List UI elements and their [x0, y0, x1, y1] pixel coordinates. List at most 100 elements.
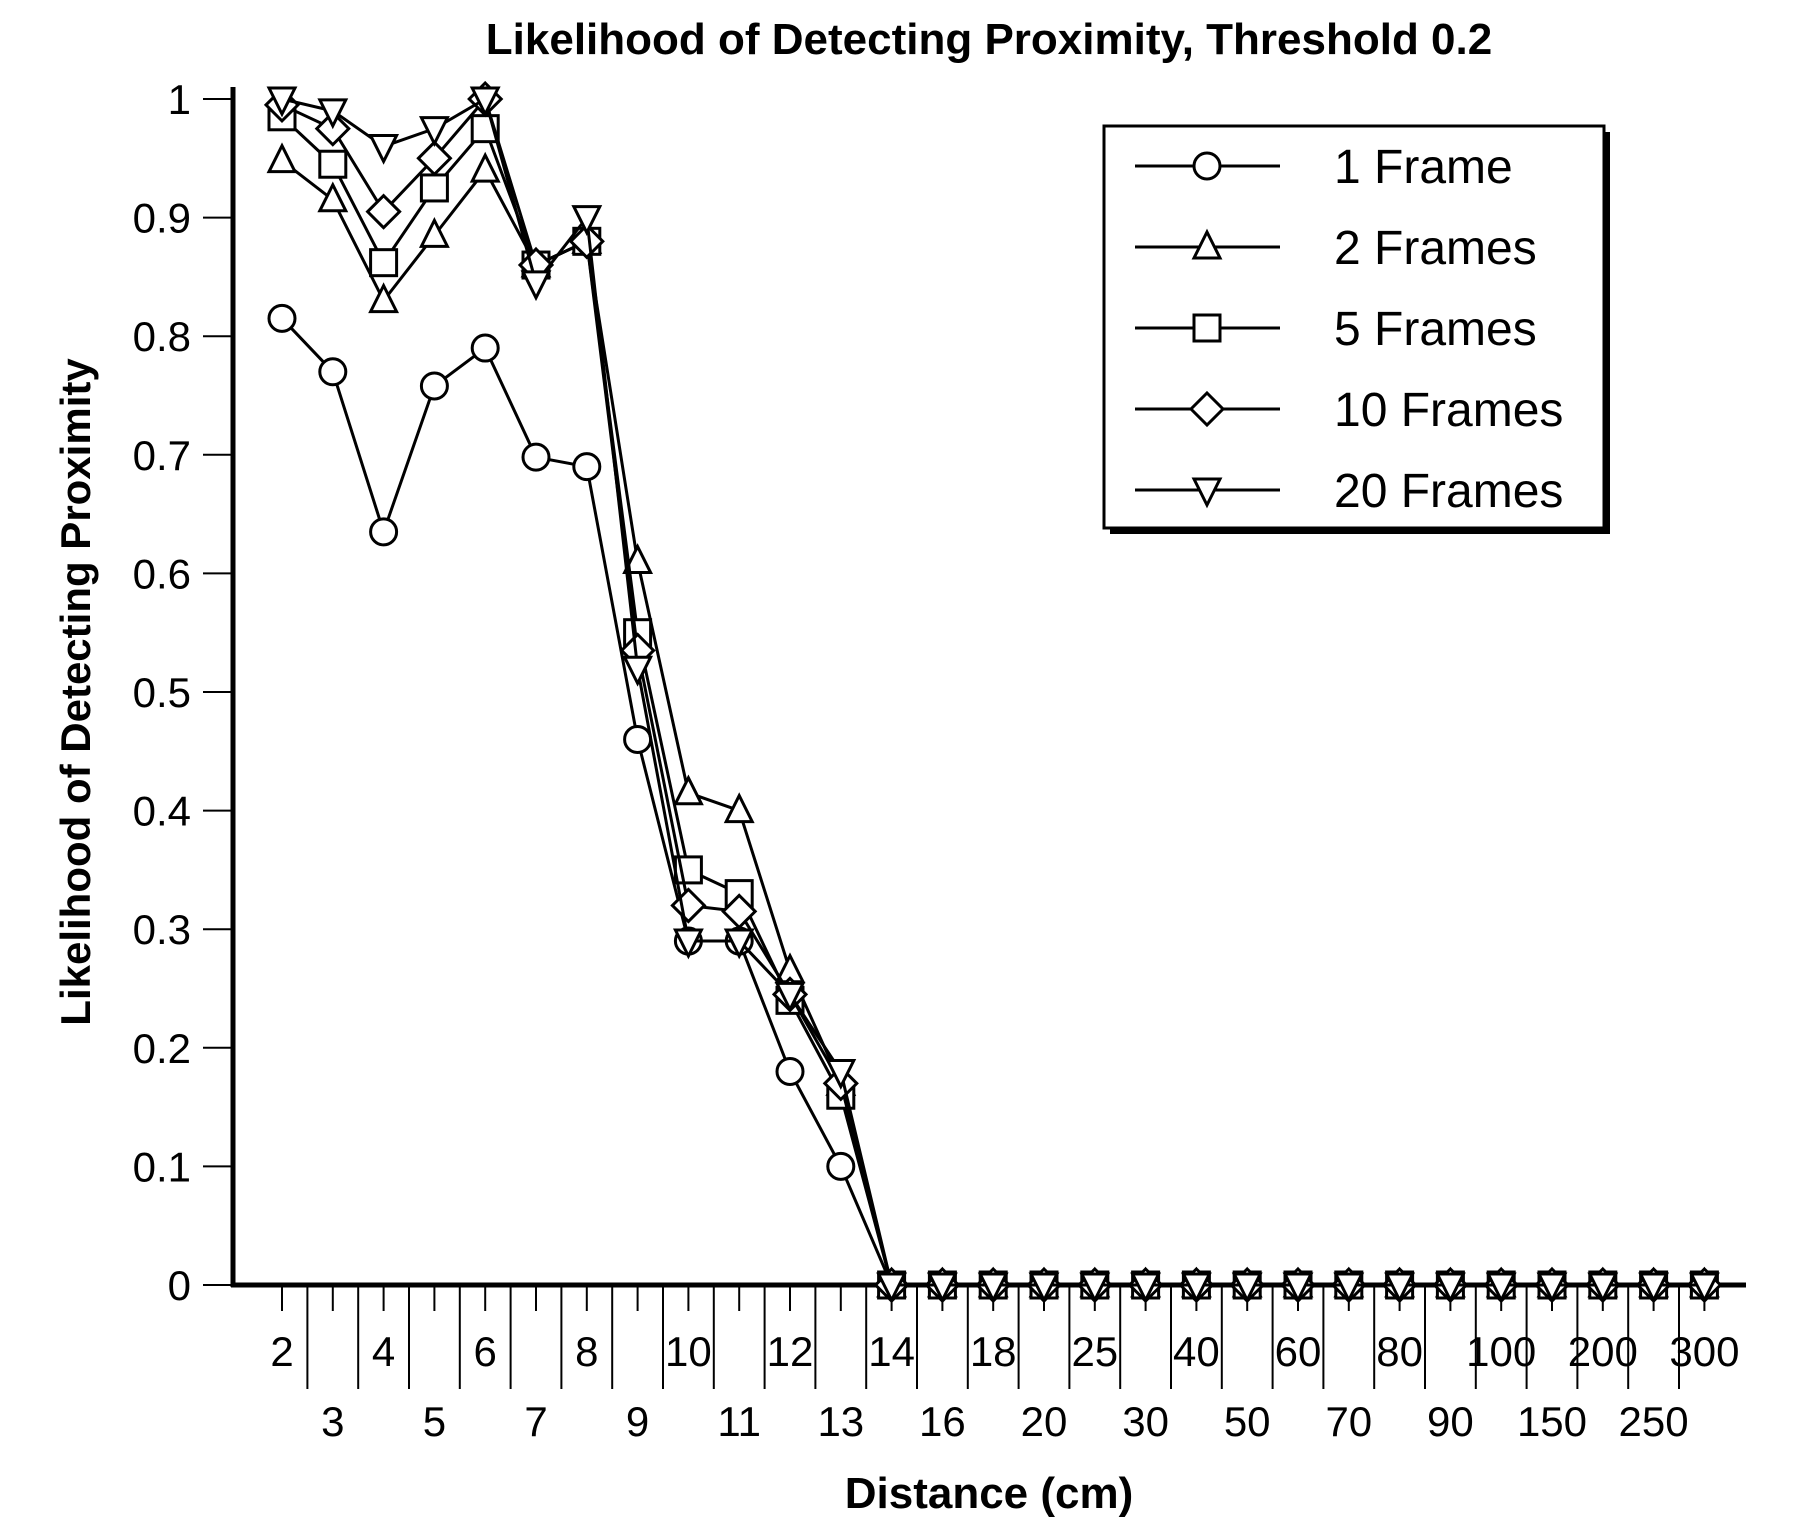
- legend-label: 20 Frames: [1334, 465, 1563, 518]
- data-point: [267, 303, 297, 333]
- legend: 1 Frame 2 Frames 5 Frames 10 Frames 20 Frame…: [1102, 124, 1610, 534]
- y-tick-label: 0.8: [133, 313, 191, 360]
- x-tick-label: 11: [717, 1398, 761, 1445]
- data-point: [1536, 1272, 1568, 1304]
- x-tick-label: 16: [919, 1398, 966, 1445]
- data-point: [419, 371, 449, 401]
- legend-marker: [1192, 151, 1222, 181]
- data-point: [1638, 1272, 1670, 1304]
- data-point: [369, 517, 399, 547]
- data-point: [416, 140, 453, 177]
- data-point: [1180, 1272, 1212, 1304]
- data-point: [317, 98, 349, 130]
- axes: 00.10.20.30.40.50.60.70.80.9123456789101…: [133, 76, 1746, 1445]
- data-point: [1384, 1272, 1416, 1304]
- data-point: [1587, 1272, 1619, 1304]
- legend-label: 10 Frames: [1334, 384, 1563, 437]
- y-tick-label: 1: [168, 76, 191, 123]
- x-tick-label: 90: [1427, 1398, 1474, 1445]
- data-point: [774, 981, 806, 1013]
- data-point: [672, 774, 704, 806]
- data-point: [470, 333, 500, 363]
- legend-marker: [1188, 390, 1226, 428]
- data-point: [318, 149, 348, 179]
- data-point: [317, 181, 349, 213]
- data-point: [469, 86, 501, 118]
- y-axis-label: Likelihood of Detecting Proximity: [52, 358, 99, 1026]
- data-point: [623, 724, 653, 754]
- data-point: [723, 792, 755, 824]
- series-20-frames: [266, 86, 1720, 1304]
- data-point: [469, 151, 501, 183]
- x-tick-label: 12: [767, 1328, 814, 1375]
- y-tick-label: 0.9: [133, 195, 191, 242]
- data-point: [1434, 1272, 1466, 1304]
- x-tick-label: 8: [575, 1328, 598, 1375]
- data-point: [368, 133, 400, 165]
- data-point: [369, 248, 399, 278]
- legend-marker: [1191, 228, 1223, 260]
- data-point: [1028, 1272, 1060, 1304]
- data-point: [826, 1151, 856, 1181]
- data-point: [1231, 1272, 1263, 1304]
- x-tick-label: 9: [626, 1398, 649, 1445]
- y-tick-label: 0.2: [133, 1025, 191, 1072]
- x-tick-label: 13: [817, 1398, 864, 1445]
- x-tick-label: 6: [474, 1328, 497, 1375]
- data-point: [571, 205, 603, 236]
- x-tick-label: 50: [1224, 1398, 1271, 1445]
- x-tick-label: 200: [1568, 1328, 1638, 1375]
- data-point: [521, 442, 551, 472]
- y-tick-label: 0.6: [133, 550, 191, 597]
- data-point: [1130, 1272, 1162, 1304]
- data-point: [977, 1272, 1009, 1304]
- x-tick-label: 60: [1275, 1328, 1322, 1375]
- y-tick-label: 0: [168, 1262, 191, 1309]
- y-tick-label: 0.7: [133, 432, 191, 479]
- x-tick-label: 80: [1376, 1328, 1423, 1375]
- data-point: [721, 893, 758, 930]
- legend-label: 2 Frames: [1334, 222, 1537, 275]
- y-tick-label: 0.3: [133, 906, 191, 953]
- data-point: [775, 1057, 805, 1087]
- data-point: [1333, 1272, 1365, 1304]
- data-point: [1079, 1272, 1111, 1304]
- data-point: [723, 928, 755, 960]
- legend-label: 5 Frames: [1334, 303, 1537, 356]
- x-tick-label: 2: [270, 1328, 293, 1375]
- x-tick-label: 20: [1021, 1398, 1068, 1445]
- data-point: [926, 1272, 958, 1304]
- data-point: [568, 223, 605, 260]
- data-point: [418, 116, 450, 148]
- chart-title: Likelihood of Detecting Proximity, Thres…: [486, 15, 1492, 64]
- x-tick-label: 25: [1071, 1328, 1118, 1375]
- x-tick-label: 10: [665, 1328, 712, 1375]
- x-tick-label: 100: [1466, 1328, 1536, 1375]
- legend-marker: [1192, 313, 1222, 343]
- x-tick-label: 5: [423, 1398, 446, 1445]
- data-point: [520, 270, 552, 302]
- x-tick-label: 150: [1517, 1398, 1587, 1445]
- data-point: [1688, 1272, 1720, 1304]
- x-tick-label: 7: [524, 1398, 547, 1445]
- data-point: [365, 193, 402, 230]
- x-tick-label: 70: [1325, 1398, 1372, 1445]
- data-point: [622, 655, 654, 687]
- data-point: [266, 142, 298, 174]
- data-point: [418, 217, 450, 248]
- y-tick-label: 0.1: [133, 1143, 191, 1190]
- data-point: [368, 282, 400, 314]
- y-tick-label: 0.5: [133, 669, 191, 716]
- data-point: [318, 357, 348, 387]
- legend-label: 1 Frame: [1334, 141, 1513, 194]
- x-tick-label: 300: [1669, 1328, 1739, 1375]
- x-tick-label: 14: [868, 1328, 915, 1375]
- data-point: [825, 1059, 857, 1090]
- data-point: [622, 543, 654, 575]
- x-axis-label: Distance (cm): [845, 1469, 1134, 1518]
- data-point: [876, 1272, 908, 1304]
- x-tick-label: 30: [1122, 1398, 1169, 1445]
- y-tick-label: 0.4: [133, 788, 191, 835]
- x-tick-label: 18: [970, 1328, 1017, 1375]
